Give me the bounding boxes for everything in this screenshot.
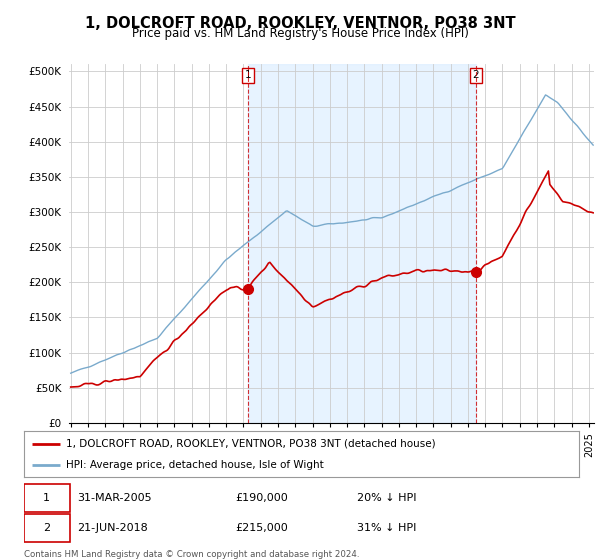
Text: 1: 1 <box>244 70 251 80</box>
Bar <box>248 64 476 423</box>
Text: 2: 2 <box>473 70 479 80</box>
Text: £190,000: £190,000 <box>235 493 287 503</box>
FancyBboxPatch shape <box>24 484 70 512</box>
Text: HPI: Average price, detached house, Isle of Wight: HPI: Average price, detached house, Isle… <box>65 460 323 470</box>
Text: 2: 2 <box>43 523 50 533</box>
Text: 20% ↓ HPI: 20% ↓ HPI <box>357 493 416 503</box>
Text: Contains HM Land Registry data © Crown copyright and database right 2024.
This d: Contains HM Land Registry data © Crown c… <box>24 550 359 560</box>
Text: 1, DOLCROFT ROAD, ROOKLEY, VENTNOR, PO38 3NT (detached house): 1, DOLCROFT ROAD, ROOKLEY, VENTNOR, PO38… <box>65 438 435 449</box>
Text: £215,000: £215,000 <box>235 523 287 533</box>
Text: 1, DOLCROFT ROAD, ROOKLEY, VENTNOR, PO38 3NT: 1, DOLCROFT ROAD, ROOKLEY, VENTNOR, PO38… <box>85 16 515 31</box>
Text: 1: 1 <box>43 493 50 503</box>
Text: 21-JUN-2018: 21-JUN-2018 <box>77 523 148 533</box>
FancyBboxPatch shape <box>24 514 70 542</box>
Text: 31-MAR-2005: 31-MAR-2005 <box>77 493 151 503</box>
Text: Price paid vs. HM Land Registry's House Price Index (HPI): Price paid vs. HM Land Registry's House … <box>131 27 469 40</box>
Text: 31% ↓ HPI: 31% ↓ HPI <box>357 523 416 533</box>
